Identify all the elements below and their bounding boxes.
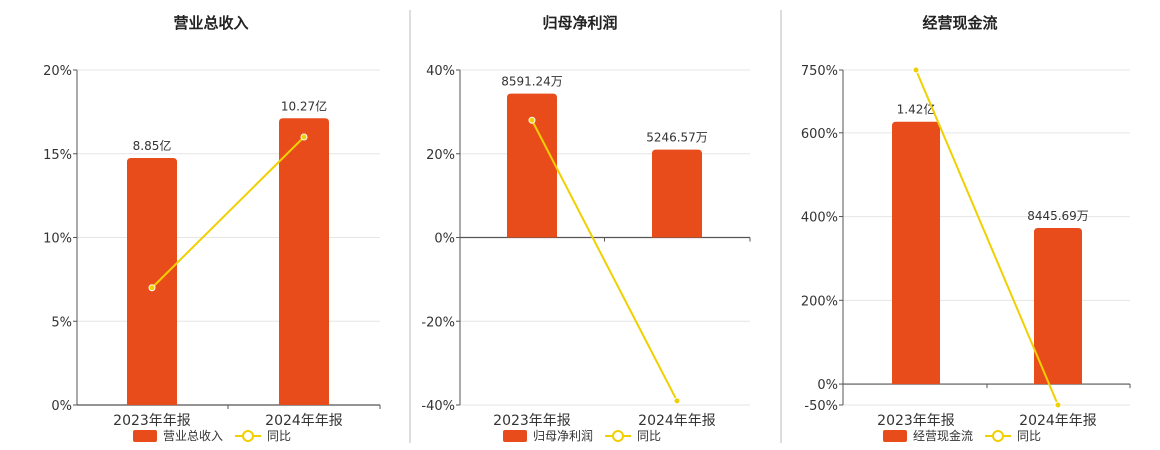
yoy-point [148, 284, 156, 292]
category-label: 2024年年报 [1019, 413, 1097, 429]
bar-data-label: 10.27亿 [281, 98, 327, 113]
bar [279, 118, 329, 405]
y-tick-label: 20% [43, 64, 72, 79]
yoy-point [673, 397, 681, 405]
yoy-point [1054, 401, 1062, 409]
yoy-line [531, 119, 678, 402]
bar [892, 121, 940, 385]
yoy-point [300, 133, 308, 141]
bar-data-label: 5246.57万 [646, 131, 708, 145]
legend-swatch-marker [612, 430, 624, 442]
legend-swatch-bar [883, 430, 907, 442]
bar [507, 93, 557, 238]
bar [652, 149, 702, 238]
y-tick-label: 400% [801, 211, 838, 226]
legend-swatch-bar [503, 430, 527, 442]
chart-title: 归母净利润 [542, 14, 617, 32]
y-tick-label: -40% [421, 399, 455, 414]
bar-data-label: 1.42亿 [897, 102, 936, 117]
y-tick-label: 0% [51, 399, 72, 414]
bar [1034, 228, 1082, 385]
category-label: 2024年年报 [265, 413, 343, 429]
y-tick-label: 20% [426, 148, 455, 163]
chart-title: 营业总收入 [173, 14, 248, 32]
y-tick-label: 10% [43, 232, 72, 247]
y-tick-label: 200% [801, 294, 838, 309]
legend-label: 归母净利润 [533, 429, 593, 443]
legend-label: 同比 [637, 429, 661, 443]
legend-label: 同比 [267, 429, 291, 443]
category-label: 2023年年报 [113, 413, 191, 429]
legend-label: 同比 [1017, 429, 1041, 443]
category-label: 2023年年报 [493, 413, 571, 429]
bar-data-label: 8445.69万 [1027, 209, 1089, 223]
chart-title: 经营现金流 [922, 14, 997, 32]
y-tick-label: 15% [43, 148, 72, 163]
y-tick-label: 5% [51, 315, 72, 330]
legend-label: 经营现金流 [913, 428, 973, 443]
y-tick-label: 40% [426, 64, 455, 79]
bar-data-label: 8.85亿 [133, 138, 172, 153]
y-tick-label: 0% [434, 232, 455, 247]
bar-data-label: 8591.24万 [501, 75, 563, 89]
y-tick-label: -20% [421, 315, 455, 330]
legend-label: 营业总收入 [163, 429, 223, 443]
yoy-line [915, 69, 1059, 406]
y-tick-label: -50% [804, 399, 838, 414]
y-tick-label: 750% [801, 64, 838, 79]
yoy-line [151, 136, 305, 289]
yoy-point [528, 116, 536, 124]
y-tick-label: 0% [817, 378, 838, 393]
category-label: 2024年年报 [638, 413, 716, 429]
yoy-point [912, 66, 920, 74]
bar [127, 157, 177, 405]
legend-swatch-marker [242, 430, 254, 442]
y-tick-label: 600% [801, 127, 838, 142]
category-label: 2023年年报 [877, 413, 955, 429]
legend-swatch-marker [992, 430, 1004, 442]
legend-swatch-bar [133, 430, 157, 442]
